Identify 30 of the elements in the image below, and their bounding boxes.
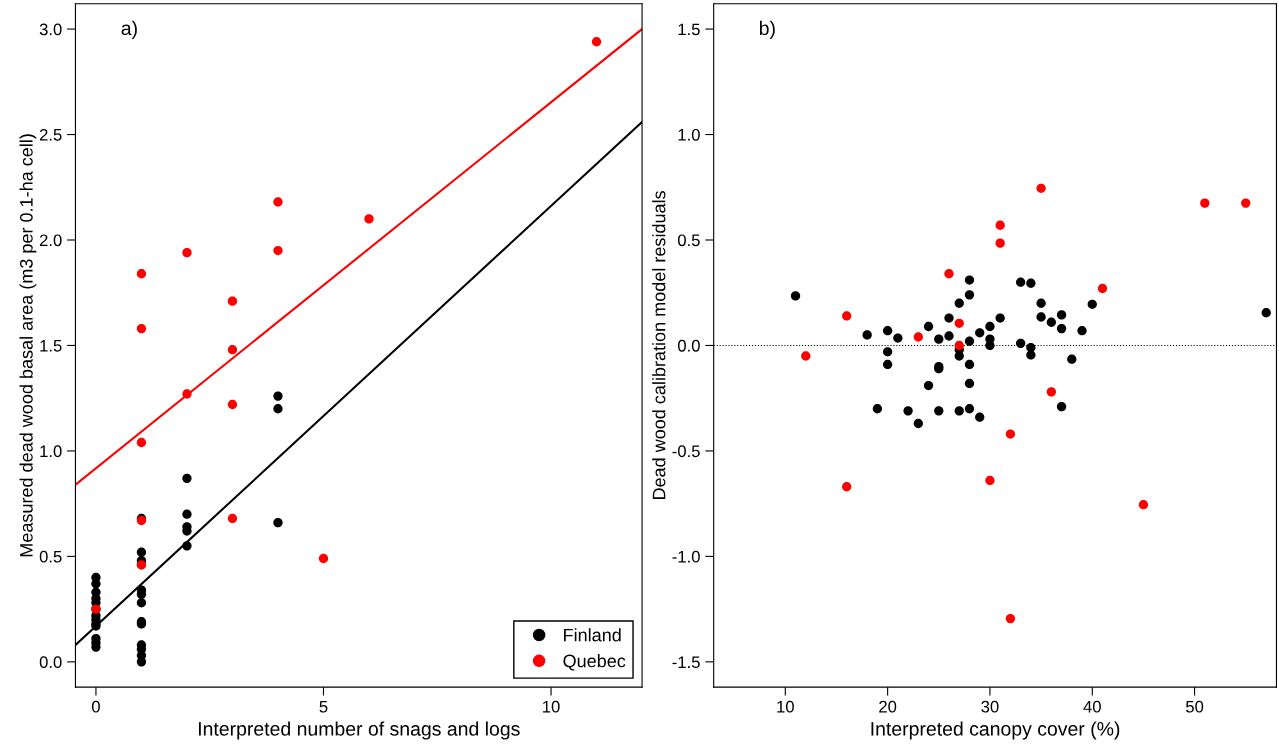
- x-tick-label: 5: [319, 700, 328, 713]
- legend-label: Finland: [564, 628, 621, 642]
- y-tick-label: 1.0: [40, 445, 62, 458]
- y-axis-title: Measured dead wood basal area (m3 per 0.1-ha cell): [19, 134, 37, 557]
- y-tick-label: 2.0: [39, 234, 62, 247]
- y-tick-label: 0.5: [39, 550, 62, 563]
- y-tick-label: 0.0: [39, 656, 62, 669]
- annotation: b): [759, 20, 775, 39]
- annotation: a): [121, 20, 137, 39]
- x-axis-title: Interpreted number of snags and logs: [198, 721, 520, 740]
- legend-label: Quebec: [563, 654, 626, 671]
- y-tick-label: 0.5: [677, 234, 700, 247]
- y-tick-label: 1.5: [40, 340, 62, 352]
- y-tick-label: 1.0: [678, 128, 700, 141]
- x-tick-label: 0: [91, 700, 100, 713]
- y-tick-label: 2.5: [39, 128, 62, 141]
- y-axis-title: Dead wood calibration model residuals: [652, 191, 666, 500]
- x-axis-title: Interpreted canopy cover (%): [871, 721, 1120, 740]
- x-tick-label: 10: [777, 700, 794, 713]
- x-tick-label: 20: [879, 700, 897, 713]
- x-tick-label: 10: [543, 700, 560, 713]
- y-tick-label: -0.5: [672, 445, 700, 458]
- y-tick-label: 1.5: [678, 23, 700, 36]
- x-tick-label: 50: [1185, 700, 1204, 713]
- x-tick-label: 40: [1083, 700, 1101, 713]
- y-tick-label: -1.5: [672, 656, 700, 669]
- x-tick-label: 30: [981, 700, 999, 713]
- y-tick-label: -1.0: [672, 550, 700, 563]
- y-tick-label: 3.0: [39, 23, 62, 36]
- y-tick-label: 0.0: [677, 339, 700, 352]
